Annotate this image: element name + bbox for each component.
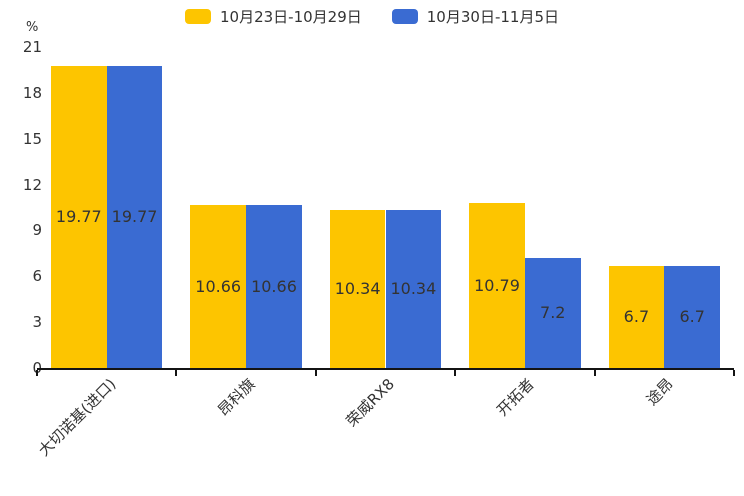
bar-0-0: 19.77: [50, 65, 107, 368]
bar-value-label: 6.7: [623, 306, 650, 326]
bar-1-3: 7.2: [524, 257, 581, 368]
x-axis-tick: [175, 370, 178, 376]
bar-1-4: 6.7: [664, 265, 721, 368]
y-axis-unit-label: %: [26, 20, 39, 35]
bar-value-label: 19.77: [111, 206, 158, 226]
x-axis-tick: [36, 370, 38, 376]
bar-0-1: 10.66: [190, 205, 247, 368]
bar-1-2: 10.34: [385, 209, 442, 368]
bar-1-1: 10.66: [246, 205, 302, 368]
legend: 10月23日-10月29日 10月30日-11月5日: [0, 6, 744, 27]
bar-value-label: 6.7: [679, 306, 705, 326]
bar-0-4: 6.7: [608, 265, 665, 368]
x-axis-line: [37, 368, 734, 370]
y-axis-tick-label: 6: [32, 267, 42, 286]
legend-item-week1[interactable]: 10月23日-10月29日: [185, 6, 362, 27]
bar-value-label: 10.66: [195, 276, 242, 296]
legend-item-week2[interactable]: 10月30日-11月5日: [391, 6, 559, 27]
y-axis-tick-label: 9: [32, 221, 42, 240]
bar-value-label: 10.66: [251, 276, 297, 296]
x-axis-tick: [593, 370, 596, 376]
x-axis-category-label: 途昂: [643, 375, 678, 409]
x-axis-tick: [454, 370, 457, 376]
x-axis-category-label: 大切诺基(进口): [34, 375, 120, 460]
bar-0-3: 10.79: [469, 203, 525, 368]
y-axis-tick-label: 21: [22, 38, 42, 56]
bar-value-label: 7.2: [540, 302, 566, 322]
legend-swatch-week1-icon: [185, 9, 211, 24]
x-axis-category-label: 昂科旗: [214, 375, 259, 420]
legend-label-week2: 10月30日-11月5日: [426, 8, 559, 26]
x-axis-tick: [314, 370, 317, 376]
legend-swatch-week2-icon: [391, 9, 418, 24]
bar-0-2: 10.34: [329, 209, 386, 368]
y-axis-tick-label: 18: [22, 83, 42, 102]
bar-1-0: 19.77: [106, 65, 163, 368]
bar-value-label: 10.34: [390, 278, 437, 298]
y-axis-tick-label: 3: [32, 313, 42, 332]
legend-label-week1: 10月23日-10月29日: [220, 8, 362, 26]
y-axis-tick-label: 15: [22, 129, 42, 148]
bar-value-label: 19.77: [55, 206, 102, 226]
x-axis-category-label: 开拓者: [493, 375, 538, 420]
bar-value-label: 10.34: [334, 278, 381, 298]
y-axis-tick-label: 12: [22, 175, 42, 194]
x-axis-tick: [733, 370, 735, 376]
x-axis-category-label: 荣威RX8: [342, 375, 399, 431]
bar-value-label: 10.79: [474, 275, 520, 295]
